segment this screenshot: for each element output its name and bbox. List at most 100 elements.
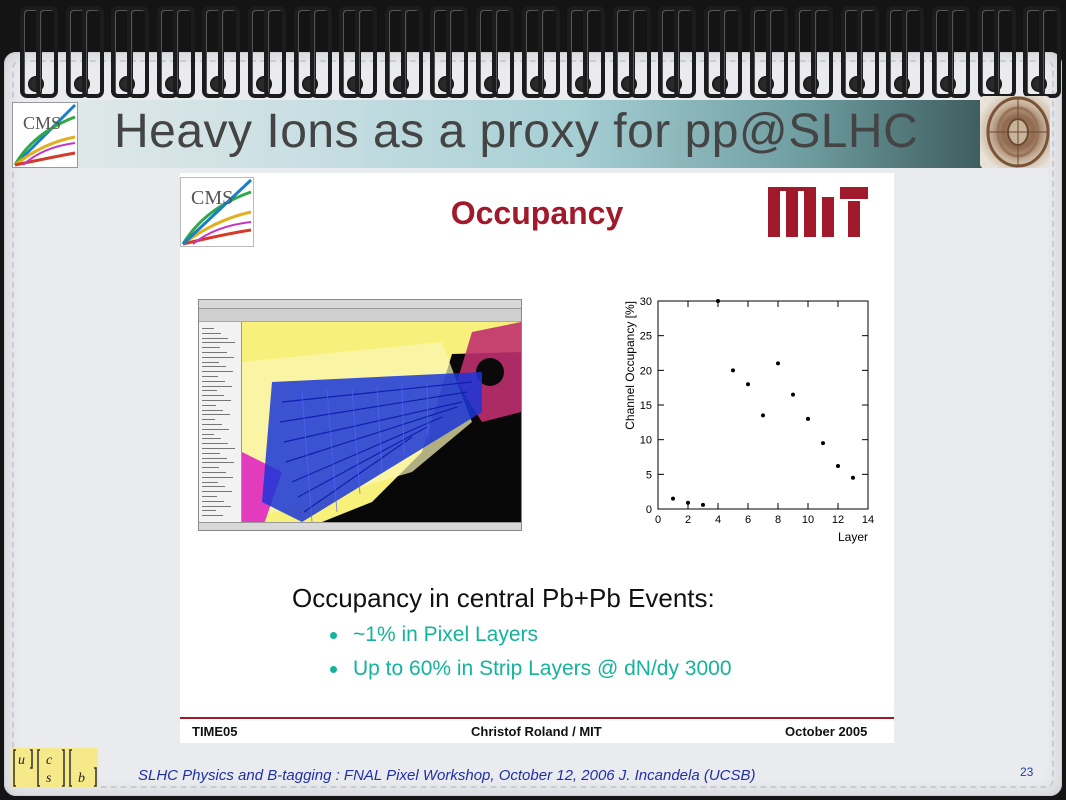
binding-ring bbox=[476, 6, 498, 98]
binding-ring bbox=[749, 6, 772, 98]
binding-ring bbox=[248, 6, 270, 98]
x-axis-label: Layer bbox=[838, 530, 868, 544]
tree-row bbox=[202, 481, 218, 483]
binding-ring bbox=[704, 6, 726, 98]
y-tick-label: 5 bbox=[646, 469, 652, 481]
data-point bbox=[716, 299, 720, 303]
bullet-strip-text: Up to 60% in Strip Layers @ dN/dy 3000 bbox=[353, 657, 732, 680]
data-point bbox=[836, 464, 840, 469]
binding-ring bbox=[384, 6, 407, 98]
y-tick-label: 15 bbox=[640, 400, 652, 412]
tree-row bbox=[202, 352, 227, 353]
ucsb-letter-u: u bbox=[18, 753, 25, 768]
tree-row bbox=[202, 505, 231, 507]
binding-ring bbox=[765, 6, 788, 98]
binding-ring bbox=[658, 6, 681, 98]
data-point bbox=[821, 441, 825, 446]
screenshot-tree bbox=[199, 322, 242, 522]
screenshot-toolbar bbox=[199, 309, 521, 322]
x-tick-label: 8 bbox=[775, 514, 781, 526]
y-axis-label: Channel Occupancy [%] bbox=[623, 301, 637, 430]
x-tick-label: 14 bbox=[862, 514, 874, 526]
binding-ring bbox=[612, 6, 635, 98]
tree-row bbox=[202, 342, 235, 344]
binding-ring bbox=[81, 6, 104, 98]
spiral-binding bbox=[0, 0, 1066, 100]
binding-ring bbox=[840, 6, 863, 98]
bullet-pixel-text: ~1% in Pixel Layers bbox=[353, 623, 539, 646]
bullet-strip: Up to 60% in Strip Layers @ dN/dy 3000 bbox=[330, 657, 732, 681]
data-point bbox=[701, 502, 705, 507]
binding-ring bbox=[856, 6, 879, 98]
binding-ring bbox=[400, 6, 423, 98]
tree-row bbox=[202, 390, 217, 392]
bottom-caption: SLHC Physics and B-tagging : FNAL Pixel … bbox=[138, 767, 756, 784]
screenshot-menubar bbox=[199, 300, 521, 309]
binding-ring bbox=[521, 6, 544, 98]
binding-ring bbox=[293, 6, 316, 98]
bullet-dot bbox=[330, 631, 337, 639]
tree-row bbox=[202, 491, 232, 493]
tree-row bbox=[202, 385, 232, 387]
cms-logo: CMS bbox=[12, 102, 78, 168]
tree-row bbox=[202, 380, 225, 382]
tree-row bbox=[202, 486, 225, 488]
binding-ring bbox=[156, 6, 179, 98]
tree-row bbox=[202, 428, 229, 430]
binding-ring bbox=[65, 6, 88, 98]
cms-logo-small: CMS bbox=[180, 177, 254, 247]
occupancy-title: Occupancy bbox=[450, 195, 624, 231]
footer-left: TIME05 bbox=[192, 724, 238, 739]
y-tick-label: 0 bbox=[646, 504, 652, 516]
tree-row bbox=[202, 371, 233, 373]
tree-row bbox=[202, 443, 228, 445]
tree-row bbox=[202, 424, 222, 425]
ucsb-logo: u c s b bbox=[12, 748, 98, 788]
binding-ring bbox=[339, 6, 362, 98]
occupancy-text-block: Occupancy in central Pb+Pb Events: ~1% i… bbox=[292, 583, 732, 680]
occupancy-heading: Occupancy in central Pb+Pb Events: bbox=[292, 583, 715, 613]
data-point bbox=[671, 496, 675, 501]
x-tick-label: 4 bbox=[715, 514, 721, 526]
tree-row bbox=[202, 361, 219, 363]
binding-ring bbox=[492, 6, 514, 98]
binding-ring bbox=[218, 6, 241, 98]
screenshot-3d-view bbox=[242, 322, 521, 530]
tree-row bbox=[202, 476, 233, 478]
page-number: 23 bbox=[1020, 765, 1034, 779]
binding-ring bbox=[36, 6, 58, 98]
binding-ring bbox=[932, 6, 954, 98]
cms-logo-small-text: CMS bbox=[191, 187, 233, 209]
footer-right: October 2005 bbox=[785, 724, 868, 739]
footer-center: Christof Roland / MIT bbox=[471, 724, 602, 739]
tree-row bbox=[202, 452, 220, 454]
tree-row bbox=[202, 404, 216, 406]
data-point bbox=[686, 500, 690, 505]
y-tick-label: 25 bbox=[640, 331, 652, 343]
data-point bbox=[851, 475, 855, 480]
tree-row bbox=[202, 419, 215, 421]
binding-ring bbox=[583, 6, 606, 98]
tree-row bbox=[202, 472, 226, 473]
binding-ring bbox=[20, 6, 42, 98]
tree-row bbox=[202, 500, 224, 502]
binding-ring bbox=[795, 6, 818, 98]
tree-row bbox=[202, 400, 231, 401]
page-stitching bbox=[12, 60, 1054, 788]
tree-row bbox=[202, 332, 221, 334]
event-display-screenshot bbox=[198, 299, 522, 531]
mit-logo bbox=[768, 187, 868, 237]
tree-row bbox=[202, 433, 214, 435]
tree-row bbox=[202, 366, 226, 368]
binding-ring bbox=[127, 6, 150, 98]
x-tick-label: 10 bbox=[802, 514, 814, 526]
ucsb-letter-b: b bbox=[78, 771, 85, 786]
binding-ring bbox=[309, 6, 332, 98]
binding-ring bbox=[430, 6, 453, 98]
screenshot-statusbar bbox=[199, 522, 521, 530]
data-point bbox=[791, 392, 795, 397]
tree-row bbox=[202, 356, 234, 358]
binding-ring bbox=[902, 6, 925, 98]
binding-ring bbox=[446, 6, 469, 98]
binding-ring bbox=[355, 6, 378, 98]
